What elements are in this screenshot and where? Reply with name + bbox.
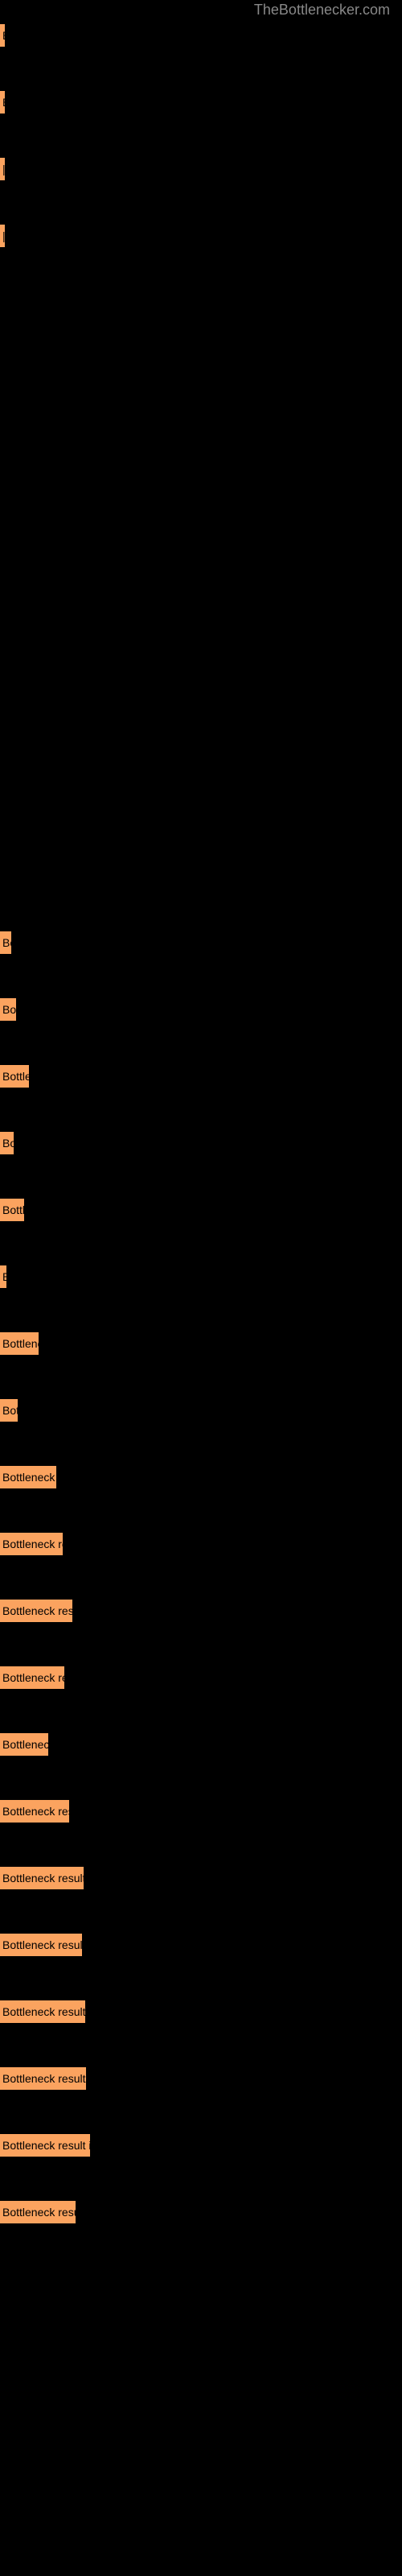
chart-bar: Bottleneck r [0, 1466, 56, 1488]
chart-bar: Bottleneck result [0, 1934, 82, 1956]
chart-bar: Bottleneck [0, 1733, 48, 1756]
chart-bar: Bottlene [0, 1332, 39, 1355]
bar-label: B [2, 96, 5, 109]
chart-bar: Bottleneck re [0, 1666, 64, 1689]
bar-label: Bottleneck r [2, 1471, 56, 1484]
chart-bar: Bottleneck resu [0, 1600, 72, 1622]
bar-label: Bottleneck result [2, 2072, 86, 2085]
chart-bar: Bottleneck result [0, 2067, 86, 2090]
chart-bar: Bottler [0, 1065, 29, 1088]
bar-label: Bottleneck result [2, 1872, 84, 1885]
bar-label: Bottleneck result i [2, 2139, 90, 2152]
chart-bar: B [0, 91, 5, 114]
bar-label: Bottleneck resu [2, 2206, 76, 2219]
bar-label: Bottleneck result [2, 2005, 85, 2018]
bar-label: Bottleneck re [2, 1671, 64, 1684]
chart-bar: | [0, 158, 5, 180]
bar-label: Bo [2, 936, 11, 949]
bar-label: Bottleneck result [2, 1938, 82, 1951]
chart-bar: Bottleneck re [0, 1533, 63, 1555]
bar-label: Bottleneck resu [2, 1604, 72, 1617]
chart-bar: Bott [0, 1399, 18, 1422]
bar-label: | [2, 229, 5, 242]
bar-label: Bottleneck [2, 1738, 48, 1751]
watermark-text: TheBottlenecker.com [254, 2, 390, 19]
bar-label: | [2, 163, 5, 175]
bar-label: Bottlene [2, 1337, 39, 1350]
chart-bar: Bottleneck result [0, 2000, 85, 2023]
chart-bar: Bo [0, 931, 11, 954]
chart-bar: Bottleneck resu [0, 2201, 76, 2223]
bar-label: Bottler [2, 1070, 29, 1083]
chart-bar: B [0, 24, 5, 47]
chart-bar: Bottleneck result i [0, 2134, 90, 2157]
chart-bar: Bottleneck result [0, 1867, 84, 1889]
chart-bar: B [0, 1265, 6, 1288]
bar-label: Bottl [2, 1203, 24, 1216]
chart-bar: Bottl [0, 1199, 24, 1221]
bar-label: Bot [2, 1003, 16, 1016]
bar-label: Bottleneck re [2, 1538, 63, 1550]
bar-chart-container: B B | | Bo Bot Bottler Bo Bottl B Bottlene Bott Bott… [0, 0, 402, 2292]
bar-label: B [2, 1270, 6, 1283]
bar-label: B [2, 29, 5, 42]
chart-bar: Bot [0, 998, 16, 1021]
chart-bar: Bo [0, 1132, 14, 1154]
bar-label: Bo [2, 1137, 14, 1150]
chart-bar: Bottleneck res [0, 1800, 69, 1823]
bar-label: Bott [2, 1404, 18, 1417]
chart-bar: | [0, 225, 5, 247]
bar-label: Bottleneck res [2, 1805, 69, 1818]
